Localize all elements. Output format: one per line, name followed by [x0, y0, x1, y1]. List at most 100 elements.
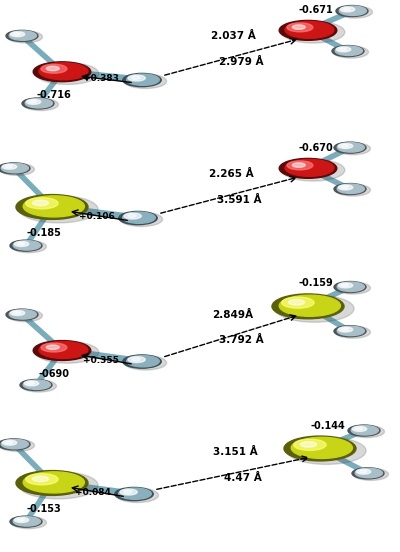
- Ellipse shape: [123, 355, 161, 368]
- Ellipse shape: [334, 326, 366, 337]
- Ellipse shape: [115, 487, 153, 501]
- Text: 2.265 Å: 2.265 Å: [209, 169, 253, 179]
- Ellipse shape: [10, 240, 42, 251]
- Ellipse shape: [341, 284, 348, 286]
- Ellipse shape: [124, 490, 132, 493]
- Ellipse shape: [39, 63, 88, 79]
- Ellipse shape: [14, 518, 29, 522]
- Ellipse shape: [343, 8, 350, 10]
- Ellipse shape: [338, 327, 353, 332]
- Ellipse shape: [16, 470, 88, 496]
- Text: -0.144: -0.144: [311, 421, 345, 431]
- Ellipse shape: [334, 282, 366, 293]
- Ellipse shape: [39, 342, 88, 358]
- Ellipse shape: [32, 200, 48, 206]
- Ellipse shape: [0, 163, 34, 176]
- Ellipse shape: [119, 488, 151, 500]
- Ellipse shape: [348, 425, 380, 436]
- Ellipse shape: [13, 33, 20, 35]
- Text: 4.47 Å: 4.47 Å: [224, 473, 262, 483]
- Ellipse shape: [127, 355, 159, 367]
- Ellipse shape: [41, 64, 67, 73]
- Ellipse shape: [41, 343, 67, 352]
- Ellipse shape: [25, 98, 52, 108]
- Ellipse shape: [355, 427, 362, 430]
- Ellipse shape: [11, 241, 46, 253]
- Ellipse shape: [20, 380, 52, 391]
- Ellipse shape: [10, 310, 25, 316]
- Ellipse shape: [336, 47, 351, 52]
- Text: +0.106: +0.106: [79, 212, 115, 221]
- Ellipse shape: [292, 163, 305, 167]
- Ellipse shape: [128, 214, 136, 217]
- Ellipse shape: [288, 300, 304, 305]
- Ellipse shape: [6, 30, 38, 41]
- Ellipse shape: [0, 163, 30, 174]
- Ellipse shape: [352, 468, 384, 479]
- Ellipse shape: [127, 74, 159, 86]
- Ellipse shape: [132, 358, 140, 361]
- Ellipse shape: [23, 98, 58, 110]
- Ellipse shape: [275, 295, 354, 322]
- Ellipse shape: [356, 469, 371, 474]
- Ellipse shape: [23, 472, 84, 493]
- Ellipse shape: [13, 311, 20, 314]
- Ellipse shape: [10, 31, 25, 37]
- Ellipse shape: [1, 439, 28, 449]
- Ellipse shape: [24, 381, 39, 386]
- Ellipse shape: [287, 23, 313, 32]
- Ellipse shape: [287, 437, 366, 464]
- Ellipse shape: [33, 62, 91, 82]
- Ellipse shape: [46, 345, 59, 349]
- Ellipse shape: [128, 75, 145, 81]
- Ellipse shape: [124, 213, 141, 219]
- Ellipse shape: [2, 164, 17, 169]
- Ellipse shape: [337, 142, 364, 152]
- Ellipse shape: [341, 186, 348, 188]
- Ellipse shape: [7, 31, 42, 43]
- Text: 2.849Å: 2.849Å: [212, 310, 254, 320]
- Ellipse shape: [16, 194, 88, 220]
- Ellipse shape: [132, 76, 140, 79]
- Text: -0690: -0690: [38, 369, 70, 379]
- Ellipse shape: [355, 468, 382, 477]
- Ellipse shape: [124, 355, 166, 370]
- Ellipse shape: [332, 46, 364, 56]
- Ellipse shape: [6, 309, 38, 320]
- Text: 2.037 Å: 2.037 Å: [210, 31, 256, 41]
- Ellipse shape: [124, 74, 166, 88]
- Ellipse shape: [123, 212, 155, 224]
- Ellipse shape: [128, 357, 145, 363]
- Ellipse shape: [0, 439, 30, 450]
- Ellipse shape: [353, 468, 388, 480]
- Ellipse shape: [336, 6, 368, 17]
- Ellipse shape: [9, 31, 36, 40]
- Text: -0.670: -0.670: [299, 143, 333, 153]
- Ellipse shape: [26, 198, 58, 209]
- Ellipse shape: [272, 294, 344, 319]
- Ellipse shape: [287, 161, 313, 170]
- Ellipse shape: [116, 488, 158, 502]
- Ellipse shape: [339, 48, 346, 50]
- Ellipse shape: [36, 62, 99, 84]
- Ellipse shape: [351, 426, 378, 435]
- Text: -0.185: -0.185: [26, 227, 62, 238]
- Text: +0.355: +0.355: [83, 355, 119, 365]
- Ellipse shape: [300, 442, 316, 447]
- Ellipse shape: [337, 326, 364, 336]
- Ellipse shape: [119, 211, 157, 225]
- Ellipse shape: [284, 436, 356, 461]
- Ellipse shape: [5, 441, 12, 444]
- Ellipse shape: [1, 163, 28, 173]
- Ellipse shape: [335, 46, 362, 56]
- Ellipse shape: [341, 328, 348, 331]
- Ellipse shape: [338, 185, 353, 190]
- Ellipse shape: [32, 476, 48, 482]
- Ellipse shape: [292, 25, 305, 29]
- Ellipse shape: [33, 341, 91, 360]
- Ellipse shape: [337, 184, 364, 194]
- Ellipse shape: [5, 165, 12, 168]
- Ellipse shape: [13, 241, 40, 250]
- Ellipse shape: [19, 471, 98, 499]
- Ellipse shape: [294, 439, 326, 450]
